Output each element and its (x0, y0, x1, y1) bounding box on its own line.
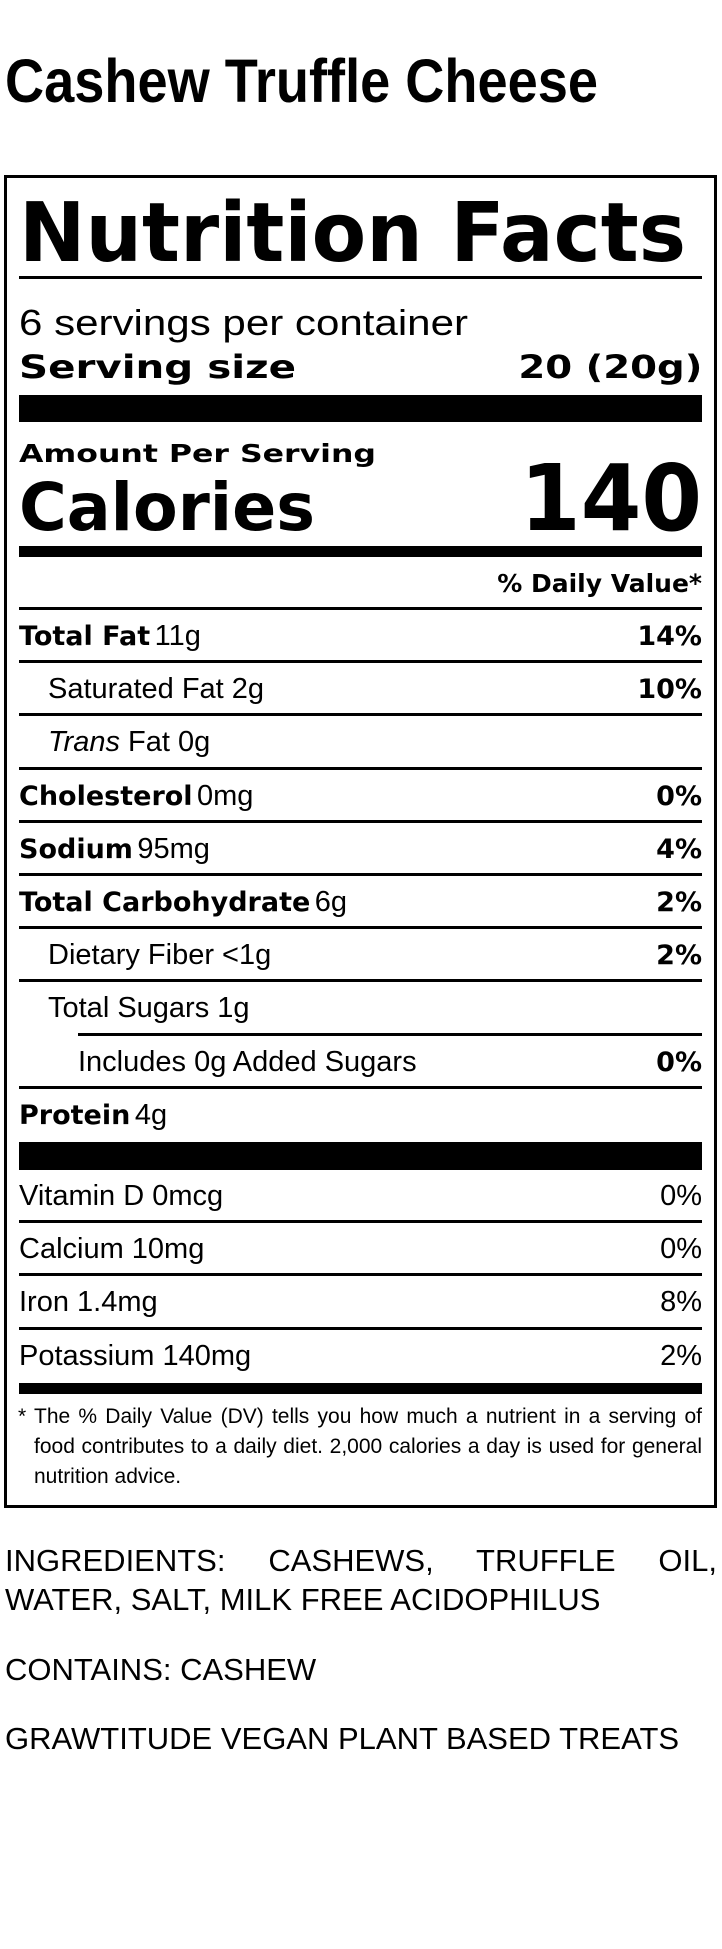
nutrient-row-total-sugars: Total Sugars 1g (19, 982, 702, 1036)
daily-value-header-row: % Daily Value* (19, 557, 702, 611)
row-divider (19, 1085, 702, 1089)
row-divider (19, 979, 702, 983)
serving-size-label: Serving size (19, 351, 296, 383)
row-divider (19, 713, 702, 717)
nutrient-row-trans-fat: Trans Fat 0g (19, 716, 702, 770)
nutrient-name: Dietary Fiber <1g (48, 939, 272, 972)
amount-per-serving: Amount Per Serving (19, 441, 376, 466)
nutrient-row-dietary-fiber: Dietary Fiber <1g 2% (19, 929, 702, 983)
nutrient-name: Sodium (19, 833, 133, 865)
nutrient-name: Cholesterol (19, 780, 193, 812)
nutrient-row-total-fat: Total Fat 11g 14% (19, 610, 702, 664)
calories-value: 140 (510, 453, 702, 545)
vitamin-name: Potassium 140mg (19, 1339, 252, 1372)
nutrient-dv: 0% (656, 780, 702, 812)
row-divider (19, 872, 702, 876)
vitamin-row-vitamin-d: Vitamin D 0mcg 0% (19, 1170, 702, 1224)
heading-text: Nutrition Facts (19, 186, 686, 281)
row-divider (19, 1220, 702, 1224)
divider (19, 276, 702, 279)
row-divider (19, 766, 702, 770)
allergen-statement: CONTAINS: CASHEW (5, 1652, 317, 1687)
footnote: * The % Daily Value (DV) tells you how m… (18, 1402, 702, 1492)
nutrient-dv: 2% (656, 940, 702, 972)
nutrient-name: Total Carbohydrate (19, 887, 311, 919)
nutrient-row-sodium: Sodium 95mg 4% (19, 823, 702, 876)
nutrient-amount: 6g (314, 886, 348, 919)
vitamin-dv: 2% (660, 1339, 702, 1372)
nutrient-dv: 2% (656, 887, 702, 919)
servings-text: 6 servings per container (19, 302, 468, 343)
row-divider (19, 819, 702, 823)
nutrient-dv: 4% (656, 833, 702, 865)
daily-value-header: % Daily Value* (497, 569, 702, 599)
vitamin-name: Vitamin D 0mcg (19, 1180, 224, 1213)
nutrient-row-added-sugars: Includes 0g Added Sugars 0% (19, 1036, 702, 1089)
row-divider (19, 607, 702, 611)
row-divider (19, 926, 702, 930)
vitamin-dv: 0% (660, 1233, 702, 1266)
footnote-text: The % Daily Value (DV) tells you how muc… (34, 1405, 702, 1488)
nutrition-facts-panel (4, 175, 717, 1508)
nutrient-name-italic: Trans (48, 726, 120, 759)
nutrient-name: Total Sugars 1g (48, 992, 250, 1025)
calories-value-text: 140 (520, 445, 702, 552)
vitamin-name: Calcium 10mg (19, 1233, 205, 1266)
row-divider (19, 660, 702, 664)
nutrient-name: Total Fat (19, 621, 151, 653)
nutrient-row-cholesterol: Cholesterol 0mg 0% (19, 770, 702, 823)
nutrient-row-total-carbohydrate: Total Carbohydrate 6g 2% (19, 876, 702, 930)
thick-divider (19, 395, 702, 422)
product-title: Cashew Truffle Cheese (5, 51, 673, 112)
servings-per-container: 6 servings per container (19, 305, 468, 341)
brand-line: GRAWTITUDE VEGAN PLANT BASED TREATS (5, 1721, 680, 1756)
thick-divider (19, 1142, 702, 1170)
nutrition-facts-heading: Nutrition Facts (19, 193, 707, 275)
medium-divider (19, 546, 702, 557)
nutrient-amount: 0mg (197, 779, 254, 812)
nutrient-amount: 95mg (137, 832, 210, 865)
nutrient-dv: 0% (656, 1046, 702, 1078)
nutrient-name: Fat 0g (128, 726, 211, 759)
vitamin-name: Iron 1.4mg (19, 1286, 158, 1319)
vitamin-dv: 0% (660, 1180, 702, 1213)
nutrient-name: Includes 0g Added Sugars (78, 1045, 417, 1078)
footnote-marker: * (18, 1405, 27, 1428)
serving-size-value: 20 (20g) (518, 351, 702, 383)
nutrient-row-protein: Protein 4g (19, 1089, 702, 1142)
nutrient-name: Protein (19, 1099, 131, 1131)
nutrient-dv: 14% (637, 621, 702, 653)
serving-size-value-text: 20 (20g) (518, 348, 702, 386)
calories-label-text: Calories (19, 469, 315, 546)
row-divider (78, 1032, 702, 1036)
vitamin-row-iron: Iron 1.4mg 8% (19, 1276, 702, 1330)
nutrient-dv: 10% (637, 674, 702, 706)
product-title-text: Cashew Truffle Cheese (5, 47, 598, 115)
calories-label: Calories (19, 475, 319, 541)
serving-size-label-text: Serving size (19, 348, 296, 386)
vitamin-row-potassium: Potassium 140mg 2% (19, 1330, 702, 1383)
row-divider (19, 1326, 702, 1330)
row-divider (19, 1273, 702, 1277)
amount-per-serving-text: Amount Per Serving (19, 439, 376, 468)
nutrient-row-saturated-fat: Saturated Fat 2g 10% (19, 663, 702, 717)
nutrient-amount: 11g (154, 620, 201, 653)
nutrient-name: Saturated Fat 2g (48, 673, 265, 706)
nutrient-amount: 4g (134, 1098, 168, 1131)
vitamin-dv: 8% (660, 1286, 702, 1319)
medium-divider (19, 1383, 702, 1394)
vitamin-row-calcium: Calcium 10mg 0% (19, 1223, 702, 1277)
ingredients-text: INGREDIENTS: CASHEWS, TRUFFLE OIL, WATER… (5, 1543, 717, 1617)
